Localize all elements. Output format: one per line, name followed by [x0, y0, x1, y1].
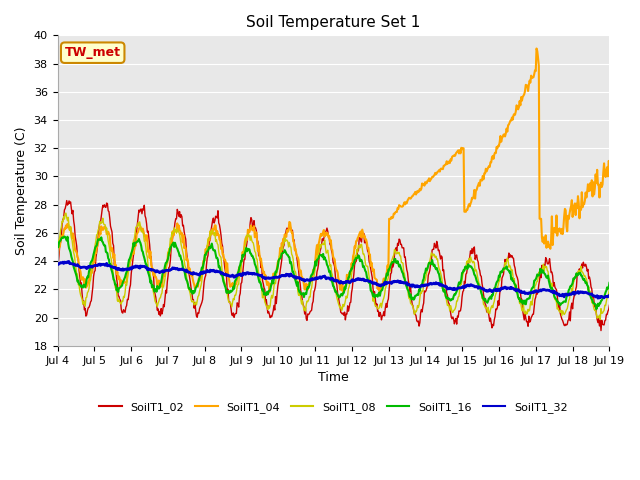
Title: Soil Temperature Set 1: Soil Temperature Set 1: [246, 15, 420, 30]
Legend: SoilT1_02, SoilT1_04, SoilT1_08, SoilT1_16, SoilT1_32: SoilT1_02, SoilT1_04, SoilT1_08, SoilT1_…: [95, 398, 572, 418]
X-axis label: Time: Time: [318, 371, 349, 384]
Text: TW_met: TW_met: [65, 46, 121, 59]
Y-axis label: Soil Temperature (C): Soil Temperature (C): [15, 126, 28, 255]
